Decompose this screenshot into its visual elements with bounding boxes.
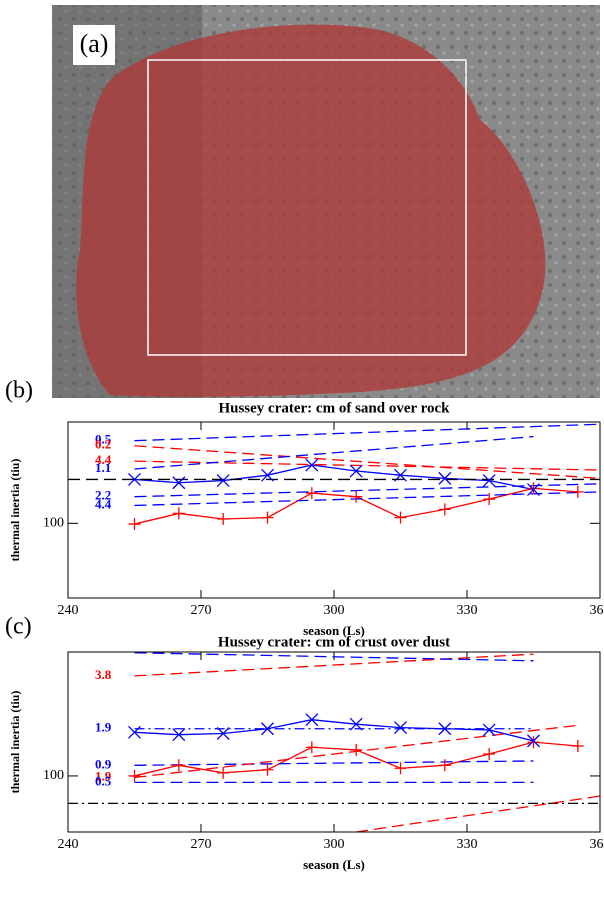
data-marker [395,762,407,774]
y-tick-label: 100 [43,768,64,783]
data-marker [173,759,185,771]
data-marker [395,512,407,524]
chart-title: Hussey crater: cm of sand over rock [218,400,450,416]
x-tick-label: 330 [457,837,478,852]
x-tick-label: 330 [457,603,478,618]
series-line [356,796,600,832]
x-tick-label: 360 [590,603,604,618]
data-marker [439,759,451,771]
data-marker [129,518,141,530]
plot-frame [68,652,600,832]
y-tick-label: 100 [43,516,64,531]
data-marker [528,482,540,494]
series-line [135,761,534,765]
data-marker [262,512,274,524]
data-marker [350,744,362,756]
data-marker [572,740,584,752]
x-tick-label: 300 [324,837,345,852]
x-tick-label: 270 [191,603,212,618]
series-line [135,446,601,479]
data-marker [572,486,584,498]
x-tick-label: 270 [191,837,212,852]
data-marker [262,764,274,776]
series-line [135,465,534,490]
x-tick-label: 240 [58,603,79,618]
x-tick-label: 240 [58,837,79,852]
curve-label: 1.9 [95,720,112,735]
y-axis-label: thermal inertia (tiu) [8,459,22,562]
y-axis-label: thermal inertia (tiu) [8,691,22,794]
image-panel: (a) [52,5,600,398]
panel-label: (a) [80,29,109,58]
plot-area [68,424,600,524]
panel-label: (c) [5,614,32,640]
curve-label: 0.2 [95,437,111,452]
data-marker [217,513,229,525]
curve-label: 1.1 [95,460,111,475]
x-tick-label: 360 [590,837,604,852]
chart-title: Hussey crater: cm of crust over dust [218,634,450,650]
series-line [135,437,534,469]
plot-area [68,653,600,832]
data-marker [439,503,451,515]
curve-label: 4.4 [95,496,112,511]
data-marker [306,487,318,499]
series-line [135,720,534,741]
series-line [135,424,601,440]
plot-frame [68,422,600,598]
curve-label: 0.5 [95,773,112,788]
x-tick-label: 300 [324,603,345,618]
data-marker [217,767,229,779]
data-marker [350,491,362,503]
data-marker [528,736,540,748]
panel-label: (b) [5,378,33,404]
data-marker [306,741,318,753]
data-marker [173,507,185,519]
curve-label: 3.8 [95,667,112,682]
series-line [135,492,601,506]
data-marker [483,748,495,760]
series-line [135,461,601,470]
x-axis-label: season (Ls) [303,857,365,872]
data-marker [129,770,141,782]
